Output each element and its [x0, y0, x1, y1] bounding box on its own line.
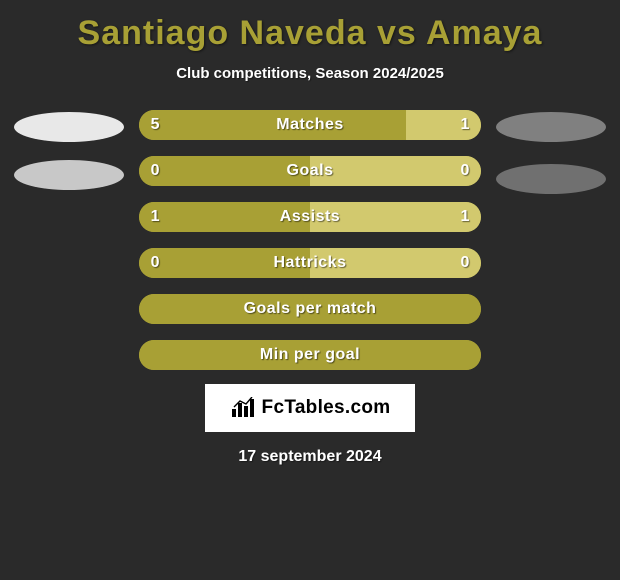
branding-badge: FcTables.com: [205, 384, 415, 432]
comparison-infographic: Santiago Naveda vs Amaya Club competitio…: [0, 0, 620, 476]
branding-text: FcTables.com: [262, 397, 391, 419]
stat-row-min-per-goal: Min per goal: [139, 340, 482, 370]
page-title: Santiago Naveda vs Amaya: [78, 14, 543, 53]
stat-label: Assists: [139, 202, 482, 232]
stat-label: Goals: [139, 156, 482, 186]
player-left-ellipse-2: [14, 160, 124, 190]
stat-label: Goals per match: [139, 294, 482, 324]
date-text: 17 september 2024: [238, 448, 381, 466]
branding-chart-icon: [230, 397, 256, 419]
stat-row-assists: 11Assists: [139, 202, 482, 232]
stat-row-goals-per-match: Goals per match: [139, 294, 482, 324]
stat-label: Min per goal: [139, 340, 482, 370]
stat-row-goals: 00Goals: [139, 156, 482, 186]
left-player-col: [0, 110, 139, 370]
stat-label: Matches: [139, 110, 482, 140]
bars-region: 51Matches 00Goals 11Assists 00Hattricks Goal…: [0, 110, 620, 370]
player-right-ellipse-2: [496, 164, 606, 194]
stat-row-matches: 51Matches: [139, 110, 482, 140]
player-right-ellipse-1: [496, 112, 606, 142]
player-left-ellipse-1: [14, 112, 124, 142]
stat-label: Hattricks: [139, 248, 482, 278]
stat-row-hattricks: 00Hattricks: [139, 248, 482, 278]
bars-column: 51Matches 00Goals 11Assists 00Hattricks Goal…: [139, 110, 482, 370]
subtitle: Club competitions, Season 2024/2025: [176, 65, 444, 82]
right-player-col: [481, 110, 620, 370]
